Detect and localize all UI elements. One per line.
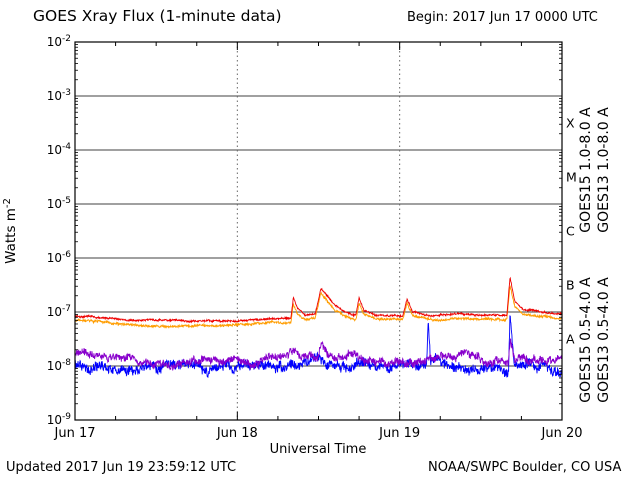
grid-lines [75,42,562,420]
series-lines [75,276,562,379]
x-tick-label: Jun 19 [378,426,420,441]
y-tick-exponent: -3 [62,88,71,98]
right-series-label: GOES15 1.0-8.0 A [578,107,594,233]
y-tick-labels: 10-210-310-410-510-610-710-810-9 [47,34,72,427]
flux-class-letter-m: M [566,170,577,185]
y-tick-label: 10-3 [47,88,71,103]
y-axis-label-text: Watts m [3,208,19,264]
right-axis-series-labels: GOES15 1.0-8.0 A GOES13 1.0-8.0 A GOES15 0… [578,107,612,403]
flux-class-letter-x: X [566,116,575,131]
x-tick-label: Jun 18 [216,426,258,441]
y-tick-exponent: -9 [62,412,71,422]
series-goes13-0-5-4-0-a [75,315,562,379]
updated-timestamp: Updated 2017 Jun 19 23:59:12 UTC [6,460,236,475]
flux-class-letter-a: A [566,332,575,347]
y-tick-label: 10-4 [47,142,72,157]
y-tick-base: 10 [47,413,62,427]
y-tick-label: 10-9 [47,412,72,427]
y-tick-exponent: -7 [62,304,71,314]
right-series-label: GOES13 0.5-4.0 A [596,277,612,403]
y-tick-exponent: -2 [62,34,71,44]
begin-timestamp: Begin: 2017 Jun 17 0000 UTC [407,10,598,25]
flux-class-letter-c: C [566,224,575,239]
x-tick-label: Jun 20 [541,426,583,441]
y-tick-base: 10 [47,197,62,211]
y-tick-exponent: -6 [62,250,71,260]
series-goes15-1-0-8-0-a [75,276,562,324]
series-goes15-0-5-4-0-a [75,338,562,371]
flux-class-letters: X M C B A [566,116,577,347]
chart-title: GOES Xray Flux (1-minute data) [33,7,282,25]
x-tick-labels: Jun 17 Jun 18 Jun 19 Jun 20 [54,426,583,441]
credit-label: NOAA/SWPC Boulder, CO USA [428,460,621,475]
right-series-label: GOES15 0.5-4.0 A [578,277,594,403]
y-tick-exponent: -8 [62,358,71,368]
x-tick-label: Jun 17 [54,426,96,441]
y-tick-exponent: -5 [62,196,71,206]
y-tick-base: 10 [47,89,62,103]
y-tick-label: 10-8 [47,358,72,373]
y-tick-base: 10 [47,251,62,265]
y-tick-label: 10-6 [47,250,72,265]
axes [74,41,563,421]
y-tick-base: 10 [47,305,62,319]
series-goes13-1-0-8-0-a [75,285,562,329]
y-axis-label-sup: -2 [2,198,13,208]
x-axis-label: Universal Time [270,442,367,457]
flux-class-letter-b: B [566,278,575,293]
y-tick-base: 10 [47,359,62,373]
y-tick-base: 10 [47,143,62,157]
y-axis-label: Watts m-2 [2,198,19,264]
y-tick-exponent: -4 [62,142,71,152]
y-tick-label: 10-7 [47,304,71,319]
y-tick-label: 10-5 [47,196,71,211]
right-series-label: GOES13 1.0-8.0 A [596,107,612,233]
y-tick-label: 10-2 [47,34,71,49]
y-tick-base: 10 [47,35,62,49]
